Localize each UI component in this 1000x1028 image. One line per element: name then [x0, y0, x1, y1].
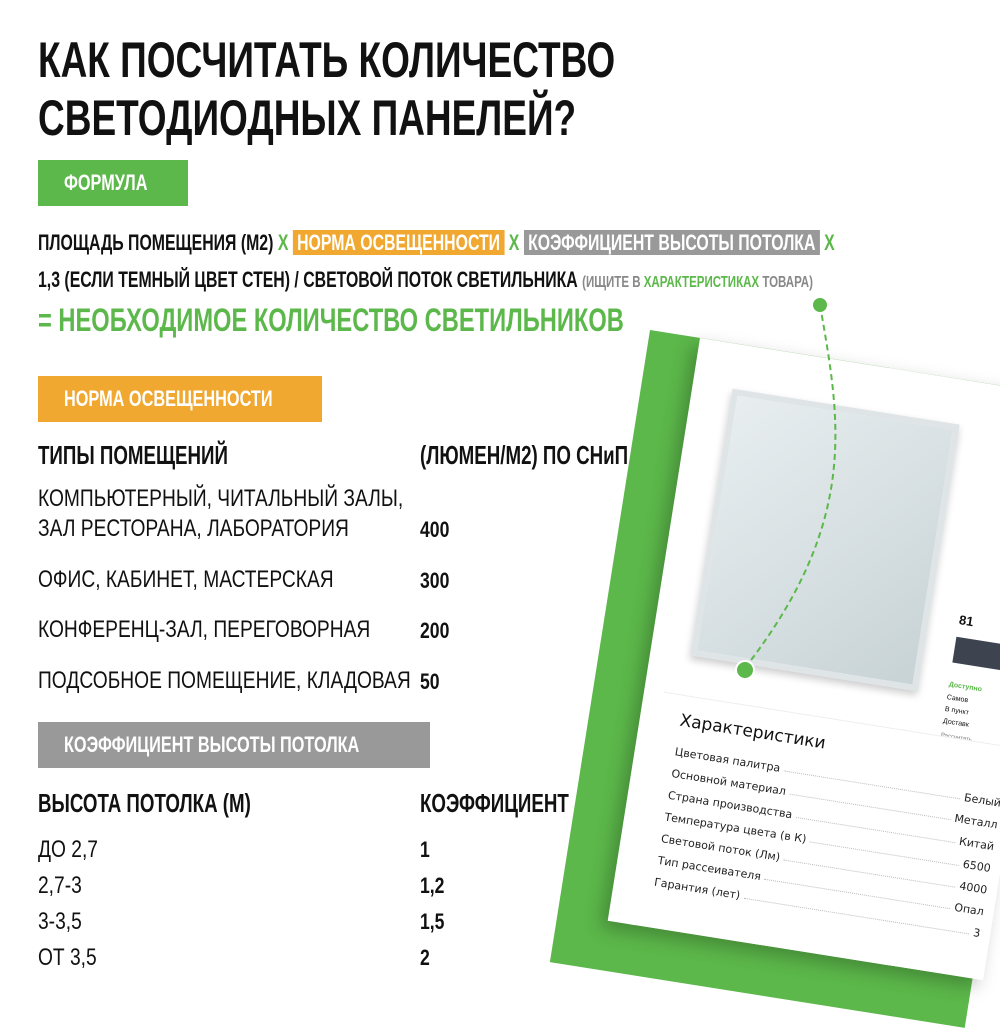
ceiling-height: ОТ 3,5: [38, 944, 111, 972]
norm-room-type-text: КОМПЬЮТЕРНЫЙ, ЧИТАЛЬНЫЙ ЗАЛЫ,: [38, 485, 404, 512]
norm-room-type: КОНФЕРЕНЦ-ЗАЛ, ПЕРЕГОВОРНАЯ: [38, 616, 453, 644]
norm-value-text: 50: [420, 669, 440, 694]
coef-col2: КОЭФФИЦИЕНТ: [420, 788, 569, 818]
connector-line: [735, 296, 837, 680]
formula-line1: ПЛОЩАДЬ ПОМЕЩЕНИЯ (М2) X НОРМА ОСВЕЩЕННО…: [38, 230, 835, 255]
norm-room-type: КОМПЬЮТЕРНЫЙ, ЧИТАЛЬНЫЙ ЗАЛЫ,: [38, 485, 494, 513]
coef-value-text: 1,2: [420, 873, 445, 898]
formula-result: = НЕОБХОДИМОЕ КОЛИЧЕСТВО СВЕТИЛЬНИКОВ: [38, 302, 624, 338]
connector-start-dot: [811, 296, 829, 314]
ceiling-height-text: 3-3,5: [38, 908, 82, 935]
ceiling-height: ДО 2,7: [38, 836, 113, 864]
norm-value-text: 400: [420, 517, 450, 542]
norm-value: 400: [420, 517, 457, 543]
page-title: КАК ПОСЧИТАТЬ КОЛИЧЕСТВО: [38, 32, 616, 88]
norm-value-text: 200: [420, 618, 450, 643]
coef-value: 1,5: [420, 909, 451, 935]
norm-value-text: 300: [420, 568, 450, 593]
connector-end-dot: [735, 660, 755, 680]
ceiling-height: 3-3,5: [38, 908, 93, 936]
coef-value: 1: [420, 837, 432, 863]
page-title-line2: СВЕТОДИОДНЫХ ПАНЕЛЕЙ?: [38, 90, 577, 146]
ceiling-height-text: 2,7-3: [38, 872, 82, 899]
coef-value-text: 2: [420, 945, 430, 970]
coef-badge: КОЭФФИЦИЕНТ ВЫСОТЫ ПОТОЛКА: [38, 722, 430, 768]
ceiling-height: 2,7-3: [38, 872, 93, 900]
norm-badge: НОРМА ОСВЕЩЕННОСТИ: [38, 376, 322, 422]
coef-value-text: 1,5: [420, 909, 445, 934]
norm-room-type: ПОДСОБНОЕ ПОМЕЩЕНИЕ, КЛАДОВАЯ: [38, 667, 504, 695]
ceiling-height-text: ОТ 3,5: [38, 944, 97, 971]
norm-col1: ТИПЫ ПОМЕЩЕНИЙ: [38, 440, 228, 470]
formula-line2: 1,3 (ЕСЛИ ТЕМНЫЙ ЦВЕТ СТЕН) / СВЕТОВОЙ П…: [38, 267, 813, 292]
formula-badge: ФОРМУЛА: [38, 160, 188, 206]
norm-value: 200: [420, 618, 457, 644]
norm-room-type-text: ОФИС, КАБИНЕТ, МАСТЕРСКАЯ: [38, 566, 334, 593]
norm-value: 300: [420, 568, 457, 594]
coef-value-text: 1: [420, 837, 430, 862]
ceiling-height-text: ДО 2,7: [38, 836, 98, 863]
norm-col2: (ЛЮМЕН/М2) ПО СНиП: [420, 440, 629, 470]
coef-value: 2: [420, 945, 432, 971]
norm-room-type-text: КОНФЕРЕНЦ-ЗАЛ, ПЕРЕГОВОРНАЯ: [38, 616, 371, 643]
norm-room-type-cont-text: ЗАЛ РЕСТОРАНА, ЛАБОРАТОРИЯ: [38, 515, 349, 542]
norm-room-type-text: ПОДСОБНОЕ ПОМЕЩЕНИЕ, КЛАДОВАЯ: [38, 667, 411, 694]
norm-room-type: ОФИС, КАБИНЕТ, МАСТЕРСКАЯ: [38, 566, 408, 594]
norm-room-type-cont: ЗАЛ РЕСТОРАНА, ЛАБОРАТОРИЯ: [38, 515, 427, 543]
norm-value: 50: [420, 669, 444, 695]
coef-col1: ВЫСОТА ПОТОЛКА (М): [38, 788, 251, 818]
coef-value: 1,2: [420, 873, 451, 899]
